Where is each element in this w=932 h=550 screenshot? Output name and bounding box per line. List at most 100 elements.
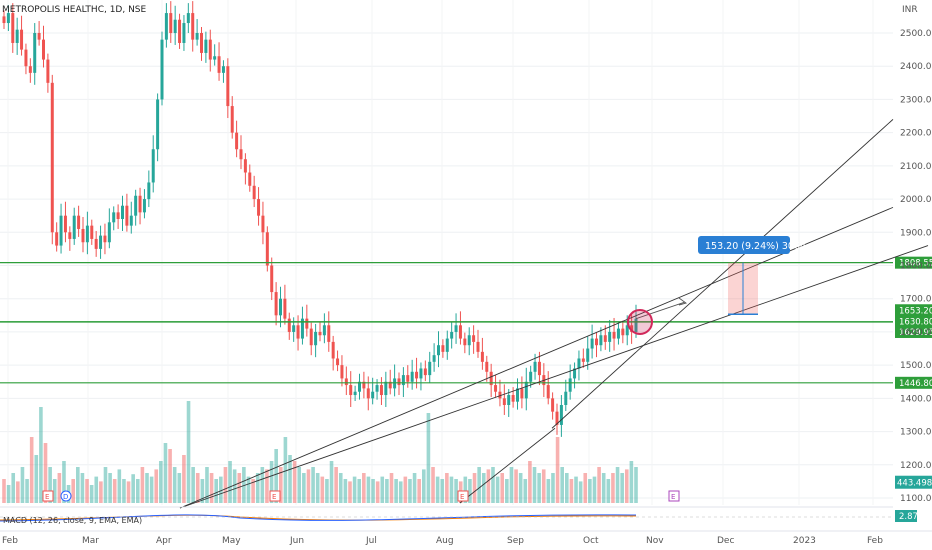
volume-bar [99,481,103,503]
price-tick-label: 1600.00 [900,328,932,338]
candle [305,318,309,329]
volume-bar [288,455,292,503]
volume-bar [454,479,458,503]
volume-bar [417,479,421,503]
price-tick-label: 1300.00 [900,428,932,438]
volume-bar [426,413,431,503]
volume-bar [122,479,126,503]
trendlines [179,119,929,509]
candle [590,338,594,349]
volume-bar [500,473,505,503]
candle [15,29,19,43]
volume-bar [325,479,329,503]
volume-bar [588,479,592,503]
time-tick-label: Aug [436,536,454,546]
earnings-marker-label: E [272,493,276,501]
candle [261,215,265,233]
volume-bar [16,481,20,503]
measure-label: 153.20 (9.24%) 3064 [705,241,806,252]
volume-bar [103,467,108,503]
volume-bar [449,476,454,503]
candle [300,318,304,339]
volume-bar [495,476,500,503]
volume-bar [329,461,334,503]
candle [397,378,401,386]
candle [327,325,331,342]
candle [331,341,335,359]
candle [112,212,116,223]
level-tag [895,376,932,389]
candle [577,358,581,369]
measure-label-box [698,236,790,254]
volume-bar [223,467,228,503]
trendline [551,119,894,429]
candle [551,398,555,412]
volume-bar [445,473,449,503]
candle [630,325,634,332]
candle [406,375,410,382]
candle [485,361,489,372]
price-tick-label: 2500.00 [900,29,932,39]
volume-bar [486,469,491,503]
volume-bar [537,473,541,503]
volume-bar [624,469,629,503]
highlight-circle [627,308,653,335]
candle [42,39,45,60]
volume-bar [94,476,99,503]
volume-bar [620,473,624,503]
candle [24,49,28,67]
time-axis: Feb Mar Apr May Jun Jul Aug Sep Oct Nov Dec 2023 Feb [0,530,932,546]
time-tick-label: Jul [365,536,377,546]
volume-tag [895,475,932,489]
price-tick-label: 2400.00 [900,62,932,72]
volume-bar [592,476,597,503]
candle [46,59,50,83]
candle [467,335,471,346]
volume-bar [352,476,357,503]
candle [599,335,603,346]
volume-bar [186,401,191,503]
candle [182,23,186,43]
volume-bar [6,485,11,503]
volume-bar [135,479,140,503]
level-tag-label: 1446.80 [899,379,932,389]
volume-bar [560,467,564,503]
volume-bar [57,473,62,503]
candle [336,358,340,366]
volume-bars: 443.498K [2,401,932,503]
candle [366,388,370,399]
candle [349,385,353,396]
level-tag-label: 1629.95 [899,328,932,338]
candle [344,378,348,386]
volume-bar [251,479,255,503]
volume-bar [509,467,514,503]
candle [529,371,533,382]
volume-bar [514,469,518,503]
volume-bar [126,481,131,503]
candle [239,149,243,160]
volume-bar [601,473,606,503]
candle [50,82,54,233]
volume-bar [334,467,338,503]
measure-tool: 153.20 (9.24%) 3064 [698,236,806,316]
candle [20,29,24,50]
candle [178,19,182,43]
grid [0,0,893,505]
volume-bar [477,467,481,503]
candle [322,325,326,336]
price-tick-label: 2000.00 [900,195,932,205]
volume-bar [246,476,251,503]
time-tick-label: Feb [2,536,18,546]
candle [384,381,388,396]
candle [213,56,217,60]
time-tick-label: Oct [583,536,599,546]
candle [498,391,502,399]
volume-bar [269,461,274,503]
volume-bar [343,479,348,503]
candle [423,368,427,376]
candle [463,338,467,346]
earnings-marker-label: D [63,493,68,501]
volume-bar [172,467,177,503]
price-tick-label: 2300.00 [900,95,932,105]
